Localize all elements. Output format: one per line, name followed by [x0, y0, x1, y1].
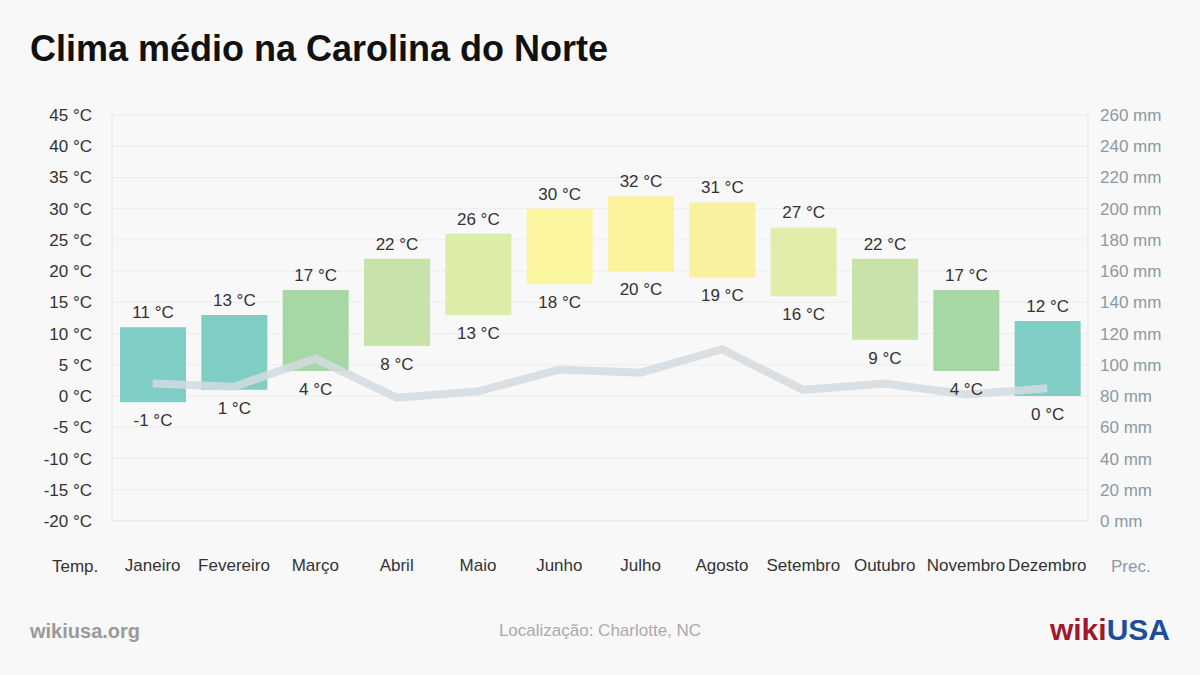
- svg-text:20 °C: 20 °C: [620, 280, 663, 299]
- svg-text:180 mm: 180 mm: [1100, 231, 1161, 250]
- svg-text:12 °C: 12 °C: [1026, 297, 1069, 316]
- svg-text:140 mm: 140 mm: [1100, 293, 1161, 312]
- svg-text:Setembro: Setembro: [766, 556, 840, 575]
- svg-text:Abril: Abril: [380, 556, 414, 575]
- svg-text:18 °C: 18 °C: [538, 293, 581, 312]
- svg-text:32 °C: 32 °C: [620, 172, 663, 191]
- svg-text:20 °C: 20 °C: [49, 262, 92, 281]
- svg-text:Maio: Maio: [460, 556, 497, 575]
- svg-text:0 mm: 0 mm: [1100, 512, 1143, 531]
- svg-text:Julho: Julho: [620, 556, 661, 575]
- html-text:wiki USA: wiki USA: [1050, 613, 1170, 646]
- svg-text:-10 °C: -10 °C: [44, 450, 92, 469]
- svg-text:30 °C: 30 °C: [538, 185, 581, 204]
- svg-text:200 mm: 200 mm: [1100, 200, 1161, 219]
- svg-text:60 mm: 60 mm: [1100, 418, 1152, 437]
- svg-text:Novembro: Novembro: [927, 556, 1005, 575]
- svg-text:100 mm: 100 mm: [1100, 356, 1161, 375]
- svg-text:Outubro: Outubro: [854, 556, 915, 575]
- svg-text:80 mm: 80 mm: [1100, 387, 1152, 406]
- svg-text:Junho: Junho: [536, 556, 582, 575]
- svg-text:-20 °C: -20 °C: [44, 512, 92, 531]
- svg-text:0 °C: 0 °C: [59, 387, 92, 406]
- svg-text:5 °C: 5 °C: [59, 356, 92, 375]
- svg-text:40 mm: 40 mm: [1100, 450, 1152, 469]
- svg-text:Agosto: Agosto: [696, 556, 749, 575]
- html-text:Temp.: Temp.: [52, 557, 99, 576]
- svg-text:16 °C: 16 °C: [782, 305, 825, 324]
- svg-text:10 °C: 10 °C: [49, 325, 92, 344]
- svg-text:31 °C: 31 °C: [701, 178, 744, 197]
- svg-text:1 °C: 1 °C: [218, 399, 251, 418]
- svg-text:-15 °C: -15 °C: [44, 481, 92, 500]
- svg-text:120 mm: 120 mm: [1100, 325, 1161, 344]
- svg-text:4 °C: 4 °C: [299, 380, 332, 399]
- svg-text:35 °C: 35 °C: [49, 168, 92, 187]
- svg-text:Dezembro: Dezembro: [1008, 556, 1086, 575]
- svg-text:Janeiro: Janeiro: [125, 556, 181, 575]
- svg-text:Março: Março: [292, 556, 339, 575]
- svg-text:22 °C: 22 °C: [376, 235, 419, 254]
- svg-text:13 °C: 13 °C: [457, 324, 500, 343]
- html-text:Localização: Charlotte, NC: Localização: Charlotte, NC: [498, 621, 702, 640]
- svg-text:4 °C: 4 °C: [950, 380, 983, 399]
- svg-text:19 °C: 19 °C: [701, 286, 744, 305]
- svg-text:15 °C: 15 °C: [49, 293, 92, 312]
- svg-text:26 °C: 26 °C: [457, 210, 500, 229]
- svg-text:160 mm: 160 mm: [1100, 262, 1161, 281]
- svg-text:20 mm: 20 mm: [1100, 481, 1152, 500]
- svg-text:0 °C: 0 °C: [1031, 405, 1064, 424]
- svg-text:8 °C: 8 °C: [380, 355, 413, 374]
- svg-text:260 mm: 260 mm: [1100, 106, 1161, 125]
- svg-text:27 °C: 27 °C: [782, 203, 825, 222]
- svg-text:-1 °C: -1 °C: [134, 411, 173, 430]
- svg-text:45 °C: 45 °C: [49, 106, 92, 125]
- svg-text:9 °C: 9 °C: [868, 349, 901, 368]
- svg-text:17 °C: 17 °C: [945, 266, 988, 285]
- svg-text:Fevereiro: Fevereiro: [198, 556, 270, 575]
- svg-text:17 °C: 17 °C: [294, 266, 337, 285]
- svg-text:-5 °C: -5 °C: [53, 418, 92, 437]
- svg-text:13 °C: 13 °C: [213, 291, 256, 310]
- svg-text:30 °C: 30 °C: [49, 200, 92, 219]
- svg-text:40 °C: 40 °C: [49, 137, 92, 156]
- html-text:Clima médio na Carolina do Nor: Clima médio na Carolina do Norte: [30, 28, 609, 69]
- svg-text:22 °C: 22 °C: [864, 235, 907, 254]
- html-text:Prec.: Prec.: [1111, 557, 1151, 576]
- svg-text:25 °C: 25 °C: [49, 231, 92, 250]
- html-text:wikiusa.org: wikiusa.org: [30, 620, 140, 642]
- svg-text:11 °C: 11 °C: [132, 303, 173, 322]
- svg-text:240 mm: 240 mm: [1100, 137, 1161, 156]
- svg-text:220 mm: 220 mm: [1100, 168, 1161, 187]
